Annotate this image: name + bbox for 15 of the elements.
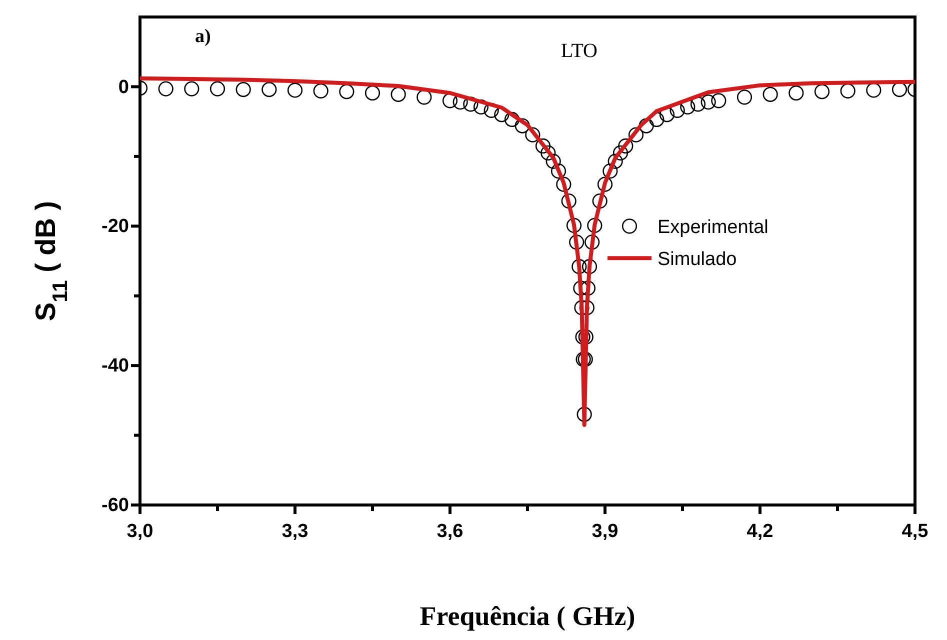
annotation: a) (195, 26, 211, 47)
y-tick-label: -60 (102, 495, 129, 516)
annotation: LTO (560, 40, 598, 62)
y-tick-label: -40 (102, 356, 129, 377)
x-tick-label: 3,9 (592, 520, 618, 542)
y-tick-label: -20 (102, 216, 129, 238)
legend-label: Simulado (658, 248, 737, 270)
x-tick-label: 4,2 (746, 520, 774, 542)
y-tick-label: 0 (118, 76, 129, 98)
x-tick-label: 3,0 (126, 520, 154, 542)
x-tick-label: 4,5 (902, 520, 929, 542)
x-tick-label: 3,3 (282, 520, 308, 542)
x-tick-label: 3,6 (436, 520, 464, 542)
legend-label: Experimental (658, 216, 768, 238)
x-axis-title: Frequência ( GHz) (420, 601, 636, 631)
